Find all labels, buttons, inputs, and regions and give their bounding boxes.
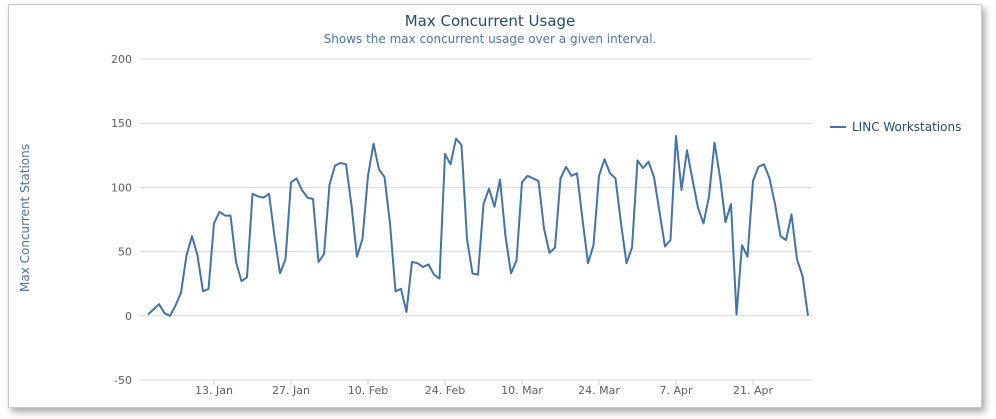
y-tick-label: 0 [125,310,132,323]
y-tick-label: 50 [118,246,132,259]
legend[interactable]: LINC Workstations [830,120,961,134]
x-tick-label: 10. Feb [348,384,388,397]
x-tick-label: 21. Apr [733,384,773,397]
x-tick-label: 24. Mar [578,384,620,397]
x-tick-label: 7. Apr [659,384,692,397]
legend-line-swatch [830,126,846,128]
chart-title: Max Concurrent Usage [404,12,576,30]
y-tick-label: 100 [111,181,132,194]
legend-label: LINC Workstations [852,120,962,134]
x-tick-label: 10. Mar [501,384,543,397]
series-line-linc-workstations[interactable] [147,135,809,317]
y-axis-label: Max Concurrent Stations [18,144,32,292]
x-tick-label: 27. Jan [272,384,310,397]
y-tick-label: 150 [111,117,132,130]
chart-subtitle: Shows the max concurrent usage over a gi… [323,32,657,46]
y-tick-label: 200 [111,53,132,66]
y-tick-label: -50 [114,374,132,387]
x-tick-label: 13. Jan [195,384,233,397]
x-tick-label: 24. Feb [425,384,465,397]
